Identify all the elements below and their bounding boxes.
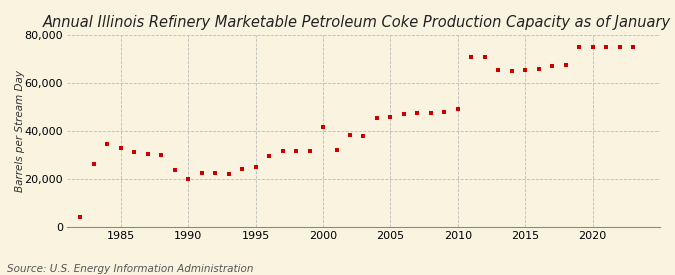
- Point: [452, 107, 463, 112]
- Point: [115, 145, 126, 150]
- Point: [331, 148, 342, 152]
- Point: [210, 170, 221, 175]
- Point: [129, 150, 140, 155]
- Point: [196, 170, 207, 175]
- Text: Source: U.S. Energy Information Administration: Source: U.S. Energy Information Administ…: [7, 264, 253, 274]
- Point: [506, 69, 517, 73]
- Point: [88, 162, 99, 167]
- Point: [183, 177, 194, 181]
- Point: [264, 154, 275, 158]
- Point: [291, 149, 302, 153]
- Point: [102, 142, 113, 146]
- Point: [479, 55, 490, 59]
- Point: [398, 112, 409, 116]
- Point: [533, 67, 544, 71]
- Point: [156, 153, 167, 157]
- Point: [345, 132, 356, 137]
- Point: [412, 111, 423, 115]
- Point: [614, 45, 625, 50]
- Point: [223, 172, 234, 176]
- Point: [277, 149, 288, 153]
- Point: [75, 215, 86, 219]
- Point: [560, 63, 571, 67]
- Point: [520, 68, 531, 72]
- Point: [385, 114, 396, 119]
- Y-axis label: Barrels per Stream Day: Barrels per Stream Day: [15, 70, 25, 192]
- Point: [358, 134, 369, 138]
- Point: [371, 116, 382, 120]
- Point: [318, 125, 329, 130]
- Title: Annual Illinois Refinery Marketable Petroleum Coke Production Capacity as of Jan: Annual Illinois Refinery Marketable Petr…: [43, 15, 675, 30]
- Point: [574, 45, 585, 50]
- Point: [601, 45, 612, 50]
- Point: [587, 45, 598, 50]
- Point: [142, 152, 153, 156]
- Point: [493, 68, 504, 72]
- Point: [304, 149, 315, 153]
- Point: [169, 168, 180, 173]
- Point: [250, 165, 261, 169]
- Point: [439, 110, 450, 114]
- Point: [547, 64, 558, 68]
- Point: [628, 45, 639, 50]
- Point: [425, 111, 436, 115]
- Point: [466, 55, 477, 59]
- Point: [237, 167, 248, 171]
